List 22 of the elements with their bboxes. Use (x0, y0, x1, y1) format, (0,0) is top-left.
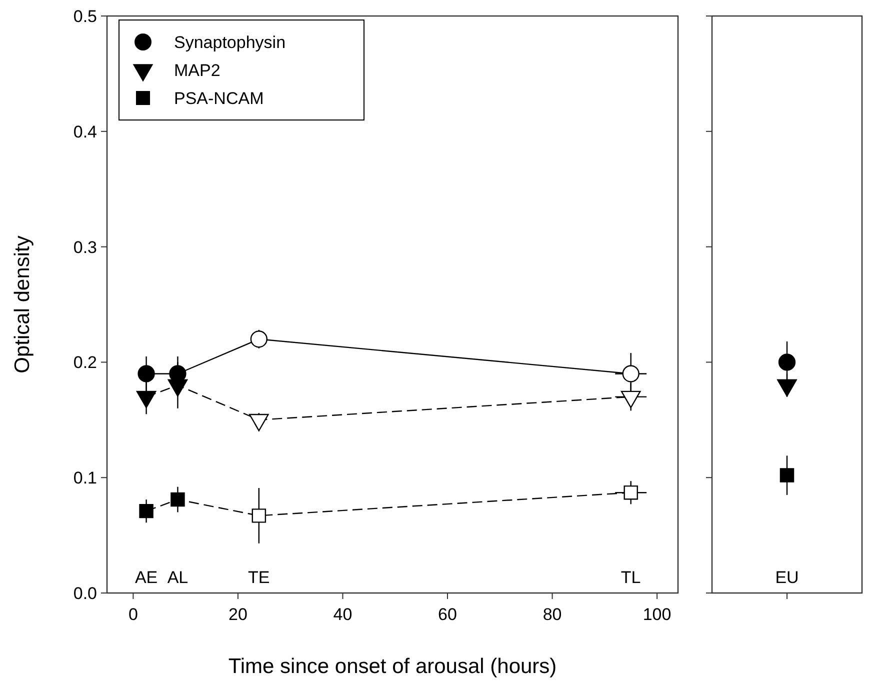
x-tick-label: 0 (128, 605, 138, 624)
x-tick-label: 20 (228, 605, 248, 624)
y-tick-label: 0.1 (73, 468, 97, 488)
annotation: AE (134, 568, 158, 587)
y-tick-label: 0.4 (73, 122, 97, 142)
y-tick-label: 0.5 (73, 6, 97, 26)
x-tick-label: 60 (438, 605, 457, 624)
legend-label: Synaptophysin (174, 32, 286, 52)
x-tick-label: EU (775, 568, 799, 587)
y-tick-label: 0.0 (73, 584, 97, 603)
annotation: TL (620, 568, 641, 587)
x-tick-label: 80 (542, 605, 562, 624)
x-axis-title: Time since onset of arousal (hours) (228, 655, 557, 678)
x-tick-label: 100 (642, 605, 672, 624)
y-tick-label: 0.2 (73, 353, 97, 372)
annotation: TE (248, 568, 270, 587)
legend-label: MAP2 (174, 60, 220, 80)
y-tick-label: 0.3 (73, 238, 97, 257)
annotation: AL (167, 568, 188, 587)
x-tick-label: 40 (333, 605, 352, 624)
legend-label: PSA-NCAM (174, 88, 264, 108)
y-axis-title: Optical density (11, 235, 34, 374)
